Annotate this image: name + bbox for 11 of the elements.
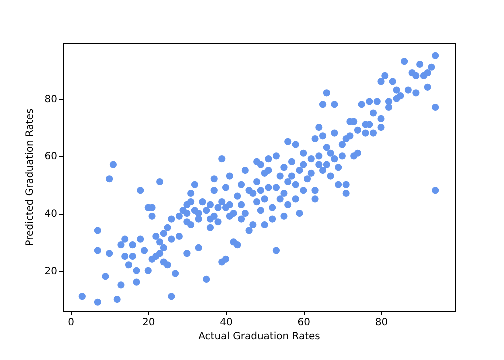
x-tick-label: 60: [298, 318, 310, 328]
x-tick-label: 20: [142, 318, 156, 328]
x-tick-label: 0: [68, 318, 74, 328]
x-tick-label: 40: [220, 318, 233, 328]
y-tick-label: 80: [44, 94, 58, 106]
y-tick-label: 60: [44, 152, 58, 163]
y-axis-title: Predicted Graduation Rates: [24, 108, 36, 246]
x-tick-label: 80: [375, 318, 388, 328]
y-tick-label: 20: [44, 266, 58, 278]
y-tick-label: 40: [44, 209, 58, 220]
x-axis-title: Actual Graduation Rates: [198, 332, 320, 342]
